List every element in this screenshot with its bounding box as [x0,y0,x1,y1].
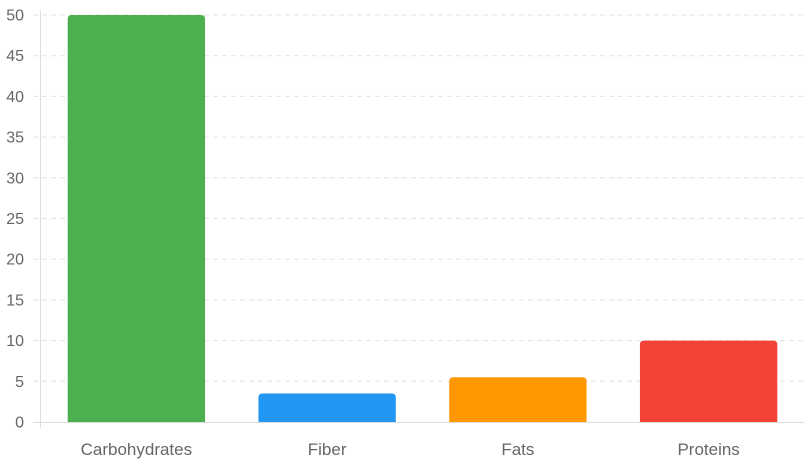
y-tick-label: 35 [6,130,24,147]
y-tick-label: 15 [6,292,24,309]
x-axis-labels: Carbohydrates Fiber Fats Proteins [81,440,740,459]
x-tick-label-proteins: Proteins [677,440,739,459]
y-tick-label: 50 [6,8,24,25]
bar-fiber [258,393,396,422]
axes [33,11,804,428]
x-tick-label-fiber: Fiber [308,440,347,459]
y-tick-label: 10 [6,333,24,350]
y-tick-label: 40 [6,89,24,106]
bars [67,15,778,422]
y-tick-label: 30 [6,170,24,187]
bar-carbohydrates [67,15,206,422]
y-tick-label: 0 [15,415,24,432]
y-tick-label: 45 [6,48,24,65]
y-tick-label: 20 [6,252,24,269]
y-tick-label: 5 [15,374,24,391]
bar-fats [449,377,587,422]
y-tick-label: 25 [6,211,24,228]
y-axis-ticks: 0 5 10 15 20 25 30 35 40 45 50 [6,8,24,432]
x-tick-label-carbohydrates: Carbohydrates [81,440,193,459]
x-tick-label-fats: Fats [501,440,534,459]
bar-proteins [639,340,778,422]
